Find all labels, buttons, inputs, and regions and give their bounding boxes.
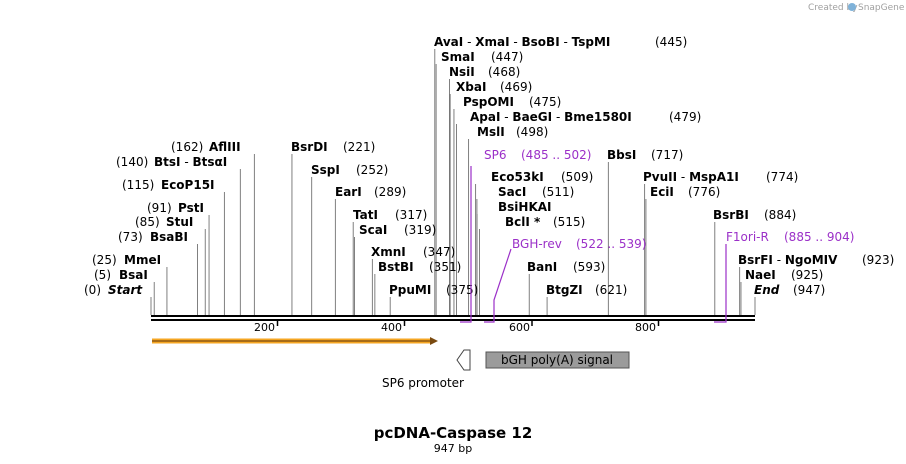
site-label-BsrDI: BsrDI (221)	[291, 140, 375, 154]
primer-f1ori-r-line	[714, 244, 727, 323]
site-label-BsaBI: (73) BsaBI	[118, 230, 188, 244]
site-label-PstI: (91) PstI	[147, 201, 204, 215]
site-label-MmeI: (25) MmeI	[92, 253, 161, 267]
site-label-EarI: EarI (289)	[335, 185, 406, 199]
ruler-label-600: 600	[509, 321, 530, 334]
site-label-BsrBI: BsrBI (884)	[713, 208, 796, 222]
site-label-AvaI: AvaI - XmaI - BsoBI - TspMI (445)	[434, 35, 687, 49]
site-labels: AvaI - XmaI - BsoBI - TspMI (445) SmaI (44…	[84, 35, 894, 297]
site-label-XmnI: XmnI (347)	[371, 245, 455, 259]
site-label-BsrFI: BsrFI - NgoMIV (923)	[738, 253, 894, 267]
site-label-Eco53kI: Eco53kI (509)	[491, 170, 593, 184]
site-label-SmaI: SmaI (447)	[441, 50, 523, 64]
site-label-XbaI: XbaI (469)	[456, 80, 532, 94]
primer-label-sp6: SP6 (485 .. 502)	[484, 148, 591, 162]
ruler: 200 400 600 800	[254, 320, 660, 334]
site-label-ApaI: ApaI - BaeGI - Bme1580I (479)	[470, 110, 701, 124]
site-label-BbsI: BbsI (717)	[607, 148, 683, 162]
site-label-PspOMI: PspOMI (475)	[463, 95, 561, 109]
site-label-Start: (0) Start	[84, 283, 143, 297]
site-label-BsaI: (5) BsaI	[94, 268, 148, 282]
ruler-label-400: 400	[381, 321, 402, 334]
primer-label-f1ori-r: F1ori-R (885 .. 904)	[726, 230, 854, 244]
sp6-promoter-arrow-icon	[456, 349, 471, 371]
feature-label-bgh-polya: bGH poly(A) signal	[501, 353, 613, 367]
primers: SP6 (485 .. 502) BGH-rev (522 .. 539) F1or…	[460, 148, 854, 323]
site-label-NsiI: NsiI (468)	[449, 65, 520, 79]
snapgene-brand: SnapGene	[858, 3, 905, 13]
site-label-AflIII: (162) AflIII	[171, 140, 241, 154]
site-label-ScaI: ScaI (319)	[359, 223, 436, 237]
plasmid-length: 947 bp	[434, 442, 472, 455]
site-label-PvuII: PvuII - MspA1I (774)	[643, 170, 798, 184]
site-label-BtgZI: BtgZI (621)	[546, 283, 627, 297]
site-label-BsiHKAI: BsiHKAI	[498, 200, 552, 214]
created-by-label: Created by	[808, 3, 858, 13]
site-label-StuI: (85) StuI	[135, 215, 193, 229]
orf-arrow	[152, 337, 438, 345]
backbone	[151, 315, 755, 321]
site-label-BclI: BclI * (515)	[505, 215, 585, 229]
site-label-PpuMI: PpuMI (375)	[389, 283, 478, 297]
site-label-MslI: MslI (498)	[477, 125, 548, 139]
feature-label-sp6-promoter: SP6 promoter	[382, 376, 464, 390]
site-label-EciI: EciI (776)	[650, 185, 720, 199]
plasmid-title: pcDNA-Caspase 12	[374, 424, 533, 442]
site-label-BtsI: (140) BtsI - BtsαI	[116, 155, 227, 169]
site-label-TatI: TatI (317)	[353, 208, 427, 222]
snapgene-logo-icon	[848, 3, 856, 11]
primer-label-bgh-rev: BGH-rev (522 .. 539)	[512, 237, 646, 251]
features: SP6 promoter bGH poly(A) signal	[152, 337, 630, 390]
site-label-BanI: BanI (593)	[527, 260, 605, 274]
site-label-BstBI: BstBI (351)	[378, 260, 461, 274]
primer-sp6-line	[460, 166, 472, 323]
site-label-End: End (947)	[754, 283, 825, 297]
ruler-label-800: 800	[635, 321, 656, 334]
site-label-SspI: SspI (252)	[311, 163, 388, 177]
site-label-EcoP15I: (115) EcoP15I	[122, 178, 215, 192]
site-label-NaeI: NaeI (925)	[745, 268, 823, 282]
primer-bgh-rev-line	[484, 248, 512, 323]
ruler-label-200: 200	[254, 321, 275, 334]
feature-bgh-polya-box	[485, 351, 630, 369]
site-label-SacI: SacI (511)	[498, 185, 574, 199]
